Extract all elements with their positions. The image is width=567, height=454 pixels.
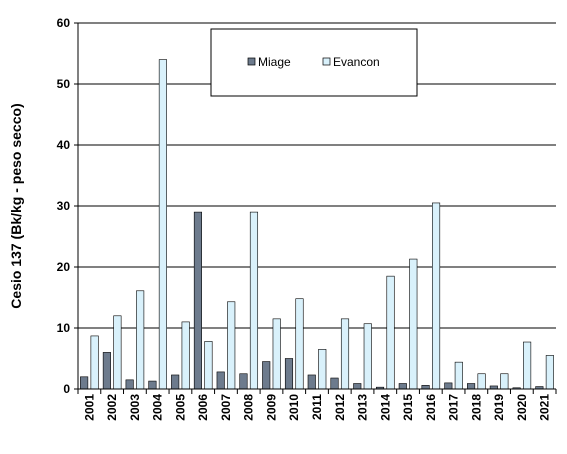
x-tick-label: 2007 [219,394,233,421]
y-tick-label: 30 [57,199,71,213]
x-tick-label: 2019 [492,394,506,421]
x-tick-label: 2021 [538,394,552,421]
y-tick-label: 10 [57,321,71,335]
legend-swatch-miage [247,57,256,66]
y-tick-labels: 0 10 20 30 40 50 60 [57,16,78,396]
bar-miage-2001 [80,376,89,390]
bar-miage-2004 [148,380,157,390]
bar-miage-2009 [262,361,271,390]
bar-evancon-2007 [227,301,236,390]
y-tick-label: 60 [57,16,71,30]
x-tick-label: 2011 [310,394,324,420]
bar-evancon-2005 [181,321,190,390]
bar-miage-2007 [216,371,225,390]
bar-miage-2010 [284,358,294,390]
bar-evancon-2014 [386,275,395,390]
legend-box [210,28,418,97]
bar-evancon-2011 [318,349,327,390]
x-tick-label: 2013 [356,394,370,421]
x-tick-labels: 2001 2002 2003 2004 2005 2006 2007 2008 2009 2010… [77,389,557,421]
bar-evancon-2021 [545,355,554,390]
y-tick-label: 40 [57,138,71,152]
legend-label-miage: Miage [258,55,291,69]
bar-evancon-2003 [136,290,145,390]
bar-evancon-2012 [340,318,350,390]
x-tick-label: 2002 [105,394,119,421]
x-tick-label: 2003 [128,394,142,421]
bars [80,59,554,390]
bar-evancon-2004 [158,59,167,390]
x-tick-label: 2004 [151,394,165,421]
bar-evancon-2019 [500,373,509,390]
bar-miage-2015 [398,383,407,390]
x-tick-label: 2017 [447,394,461,421]
x-tick-label: 2020 [515,394,529,421]
bar-miage-2006 [193,211,202,390]
x-tick-label: 2008 [242,394,256,421]
bar-evancon-2015 [409,258,418,390]
x-tick-label: 2009 [264,394,278,421]
bar-evancon-2010 [295,298,304,390]
bar-evancon-2016 [432,202,441,390]
x-tick-label: 2012 [333,394,347,421]
x-tick-label: 2005 [173,394,187,421]
y-tick-label: 0 [63,382,70,396]
bar-miage-2002 [102,352,111,390]
bar-miage-2017 [444,382,453,390]
y-axis-label: Cesio 137 (Bk/kg - peso secco) [8,103,24,308]
bar-miage-2005 [171,374,180,390]
x-tick-label: 2016 [424,394,438,421]
bar-evancon-2002 [113,315,122,390]
x-tick-label: 2014 [378,394,392,421]
bar-miage-2008 [239,373,248,390]
bar-evancon-2020 [523,341,532,390]
bar-miage-2012 [330,377,339,390]
legend-swatch-evancon [322,57,331,66]
y-tick-label: 50 [57,77,71,91]
bar-evancon-2009 [272,318,281,390]
x-tick-label: 2018 [469,394,483,421]
x-tick-label: 2006 [196,394,210,421]
legend-label-evancon: Evancon [333,55,380,69]
x-tick-label: 2001 [82,394,96,421]
bar-miage-2011 [307,374,316,390]
bar-miage-2003 [125,379,134,390]
y-tick-label: 20 [57,260,71,274]
bar-evancon-2017 [454,361,463,390]
bar-evancon-2006 [204,341,213,390]
bar-evancon-2018 [477,373,486,390]
legend: Miage Evancon [210,28,418,97]
bar-miage-2016 [421,385,430,390]
bar-miage-2018 [467,383,476,390]
x-tick-label: 2010 [287,394,301,421]
bar-evancon-2001 [90,335,99,390]
x-tick-label: 2015 [401,394,415,421]
bar-evancon-2008 [249,211,259,390]
bar-miage-2013 [353,383,362,390]
bar-evancon-2013 [363,323,372,390]
